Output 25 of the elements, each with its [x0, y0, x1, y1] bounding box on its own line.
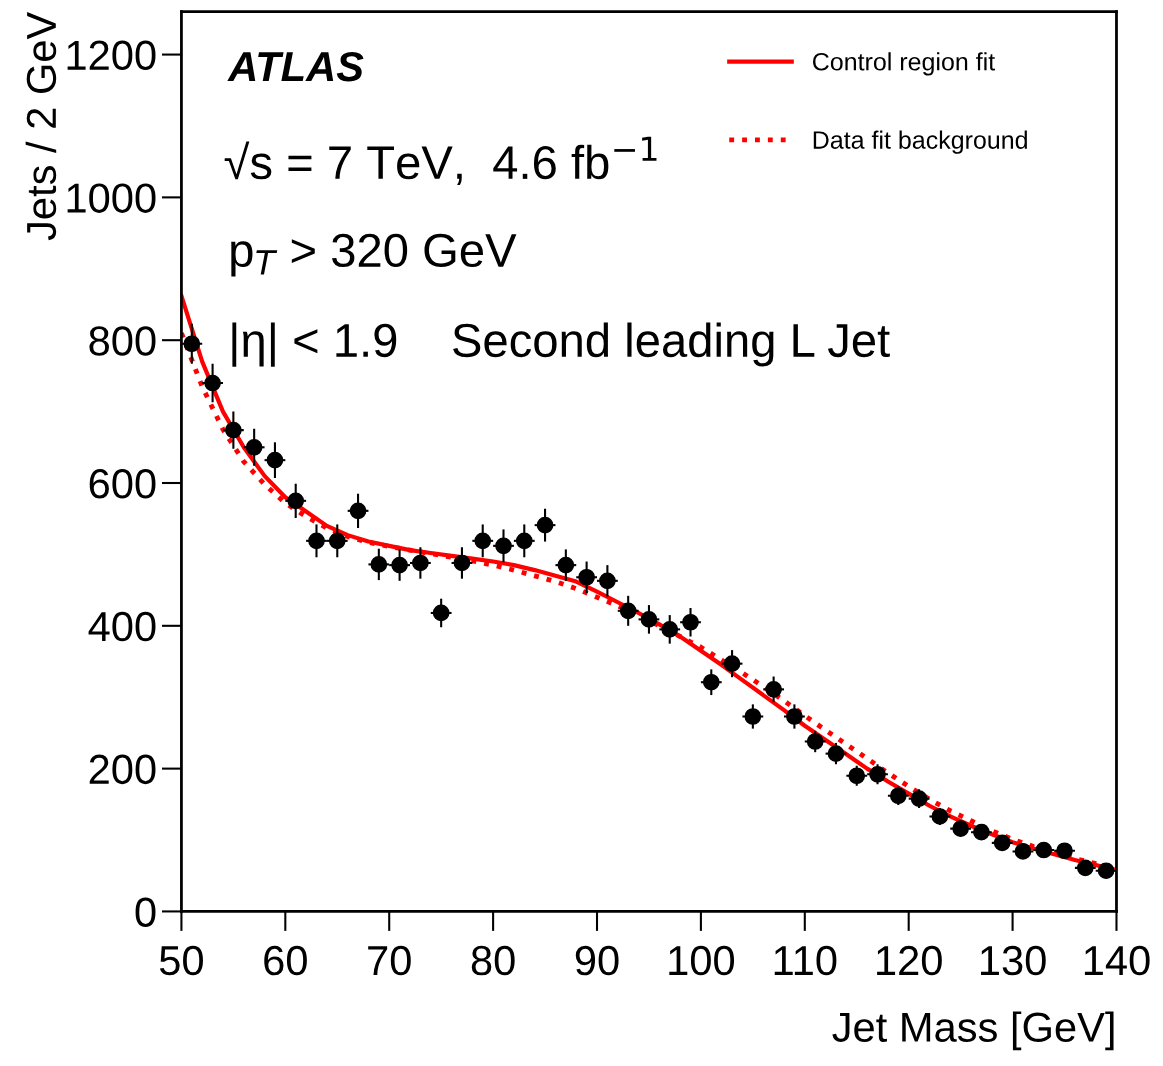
x-tick-label: 80	[471, 945, 515, 976]
y-tick-label: 0	[135, 897, 156, 927]
y-tick-label: 400	[88, 611, 156, 642]
x-tick-label: 60	[264, 945, 307, 976]
x-tick-label: 100	[669, 945, 735, 976]
y-tick-label: 1200	[67, 40, 156, 71]
y-tick-label: 200	[89, 754, 156, 785]
annotation: √s = 7 TeV, 4.6 fb$^{−1}$	[224, 136, 657, 185]
x-tick-label: 120	[877, 945, 942, 976]
y-tick-label: 1000	[67, 183, 156, 213]
legend-label: Data fit background	[813, 130, 1027, 154]
x-tick-label: 50	[159, 945, 203, 976]
x-axis-title: Jet Mass [GeV]	[832, 1011, 1114, 1051]
annotation: p$_{T}$ > 320 GeV	[231, 233, 517, 277]
y-tick-label: 800	[89, 326, 156, 356]
x-tick-label: 110	[774, 945, 837, 976]
x-tick-label: 130	[981, 945, 1046, 976]
x-tick-label: 90	[575, 945, 619, 976]
x-tick-label: 140	[1084, 945, 1150, 976]
y-axis-title: Jets / 2 GeV	[25, 11, 57, 241]
y-tick-label: 600	[89, 469, 156, 499]
x-tick-label: 70	[368, 945, 411, 976]
legend-label: Control region fit	[813, 52, 995, 76]
annotation: |η| < 1.9 Second leading L Jet	[232, 322, 890, 367]
annotation: ATLAS	[227, 51, 364, 82]
